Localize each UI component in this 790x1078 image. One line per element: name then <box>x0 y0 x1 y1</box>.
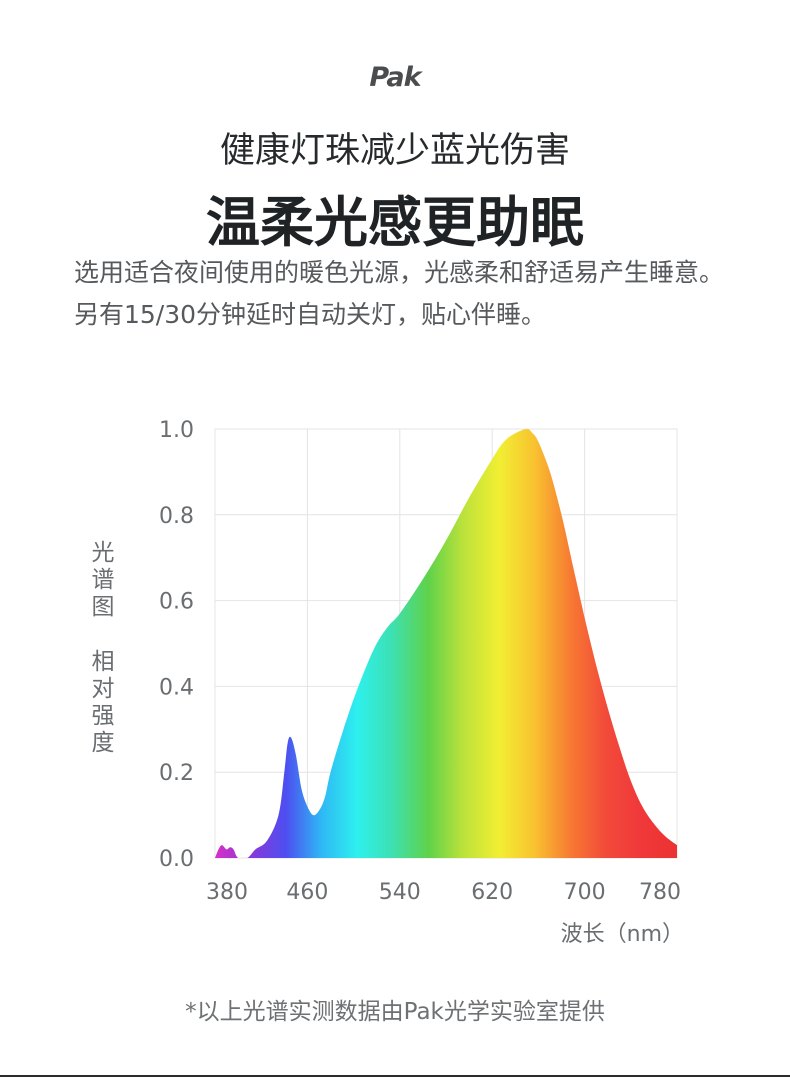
y-label-line2: 相对强度 <box>91 649 115 756</box>
y-tick-label: 0.8 <box>159 504 194 529</box>
chart-x-axis-label: 波长（nm） <box>561 922 684 947</box>
y-tick-label: 1.0 <box>159 418 194 443</box>
y-tick-label: 0.4 <box>159 675 194 700</box>
x-tick-label: 380 <box>206 880 248 905</box>
x-tick-label: 620 <box>471 880 513 905</box>
x-tick-label: 460 <box>286 880 328 905</box>
page-title: 温柔光感更助眠 <box>206 191 584 254</box>
description-text: 选用适合夜间使用的暖色光源，光感柔和舒适易产生睡意。另有15/30分钟延时自动关… <box>74 258 725 329</box>
x-axis-ticks: 380 460 540 620 700 780 <box>206 880 681 905</box>
brand-logo: Pak <box>369 62 421 93</box>
y-tick-label: 0.2 <box>159 761 194 786</box>
x-tick-label: 540 <box>379 880 421 905</box>
footnote: *以上光谱实测数据由Pak光学实验室提供 <box>185 999 605 1025</box>
y-tick-label: 0.0 <box>159 847 194 872</box>
x-tick-label: 780 <box>639 880 681 905</box>
y-tick-label: 0.6 <box>159 590 194 615</box>
subtitle: 健康灯珠减少蓝光伤害 <box>219 131 570 171</box>
x-tick-label: 700 <box>564 880 606 905</box>
divider <box>0 1075 790 1077</box>
spectrum-area <box>215 429 677 858</box>
y-label-line1: 光谱图 <box>91 540 115 620</box>
y-axis-ticks: 0.0 0.2 0.4 0.6 0.8 1.0 <box>159 418 194 872</box>
chart-y-axis-label: 光谱图 相对强度 <box>88 540 118 757</box>
